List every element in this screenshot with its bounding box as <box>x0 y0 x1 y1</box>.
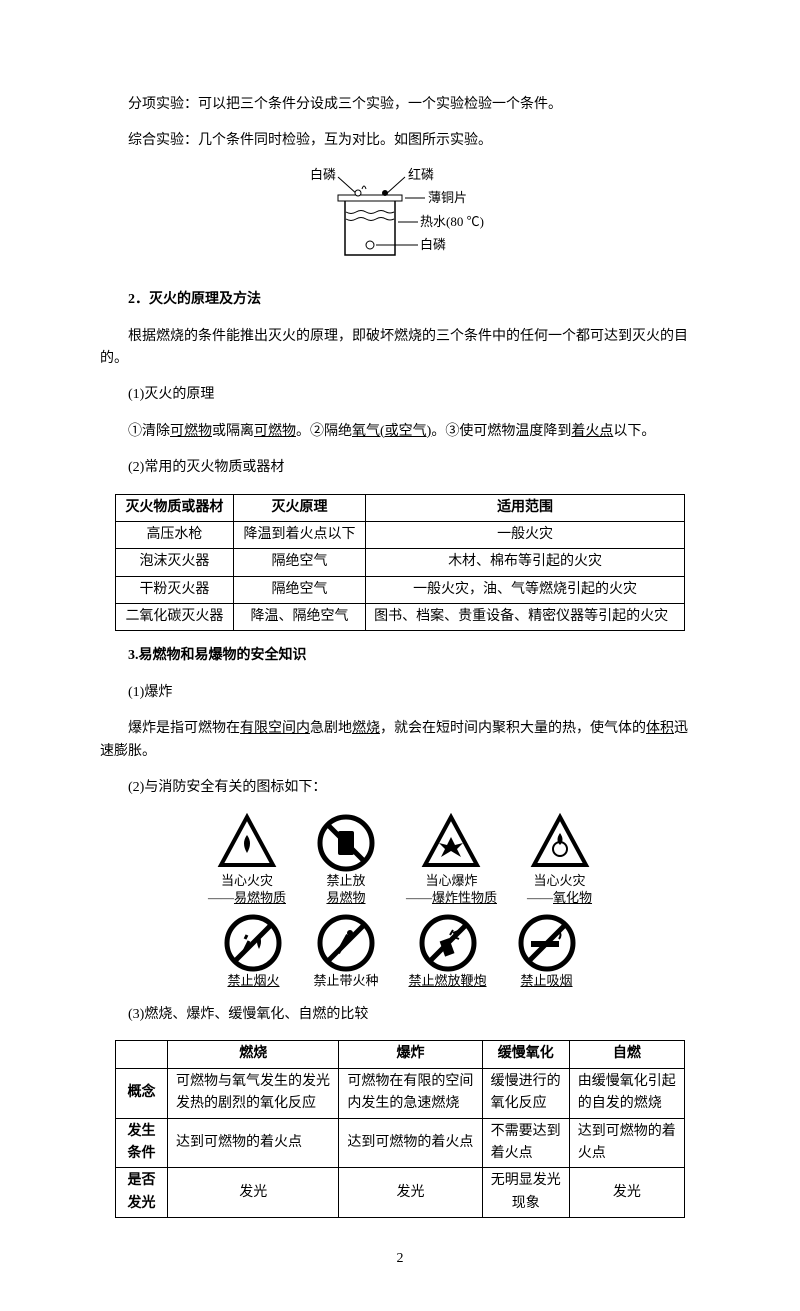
label-red-p: 红磷 <box>408 167 434 182</box>
t1-h2: 适用范围 <box>366 494 685 521</box>
icon-fire-oxidizer: 当心火灾 ——氧化物 <box>527 813 592 907</box>
label-hot-water: 热水(80 ℃) <box>420 214 484 229</box>
icon-fire-flammable: 当心火灾 ——易燃物质 <box>208 813 286 907</box>
icon-no-kindling: 禁止带火种 <box>313 913 378 990</box>
intro-line1: 分项实验：可以把三个条件分设成三个实验，一个实验检验一个条件。 <box>100 94 700 116</box>
t1-h0: 灭火物质或器材 <box>116 494 234 521</box>
comparison-table: 燃烧 爆炸 缓慢氧化 自燃 概念 可燃物与氧气发生的发光发热的剧烈的氧化反应 可… <box>115 1040 685 1218</box>
label-white-p-top: 白磷 <box>310 167 336 182</box>
icon-explosion: 当心爆炸 ——爆炸性物质 <box>406 813 497 907</box>
sec3-p4: (3)燃烧、爆炸、缓慢氧化、自燃的比较 <box>100 1004 700 1026</box>
icon-no-fireworks: 禁止烟火 <box>223 913 283 990</box>
sec2-p3: ①清除可燃物或隔离可燃物。②隔绝氧气(或空气)。③使可燃物温度降到着火点以下。 <box>100 421 700 443</box>
t1-h1: 灭火原理 <box>233 494 365 521</box>
sec2-p1: 根据燃烧的条件能推出灭火的原理，即破坏燃烧的三个条件中的任何一个都可达到灭火的目… <box>100 326 700 371</box>
sec3-title: 3.易燃物和易爆物的安全知识 <box>100 645 700 667</box>
label-white-p-bottom: 白磷 <box>420 237 446 252</box>
safety-icons: 当心火灾 ——易燃物质 禁止放 易燃物 当心爆炸 ——爆炸性物质 当心火灾 ——… <box>100 813 700 990</box>
label-copper: 薄铜片 <box>428 190 467 205</box>
extinguisher-table: 灭火物质或器材 灭火原理 适用范围 高压水枪降温到着火点以下一般火灾 泡沫灭火器… <box>115 494 685 632</box>
icon-no-flammable: 禁止放 易燃物 <box>316 813 376 907</box>
sec3-p3: (2)与消防安全有关的图标如下： <box>100 777 700 799</box>
sec2-title: 2．灭火的原理及方法 <box>100 289 700 311</box>
sec3-p2: 爆炸是指可燃物在有限空间内急剧地燃烧，就会在短时间内聚积大量的热，使气体的体积迅… <box>100 718 700 763</box>
sec3-p1: (1)爆炸 <box>100 682 700 704</box>
icon-no-smoking: 禁止吸烟 <box>517 913 577 990</box>
icon-no-firecracker: 禁止燃放鞭炮 <box>409 913 487 990</box>
experiment-diagram: 白磷 红磷 薄铜片 热水(80 ℃) 白磷 <box>100 167 700 275</box>
intro-line2: 综合实验：几个条件同时检验，互为对比。如图所示实验。 <box>100 130 700 152</box>
sec2-p4: (2)常用的灭火物质或器材 <box>100 457 700 479</box>
sec2-p2: (1)灭火的原理 <box>100 384 700 406</box>
page-number: 2 <box>100 1248 700 1270</box>
